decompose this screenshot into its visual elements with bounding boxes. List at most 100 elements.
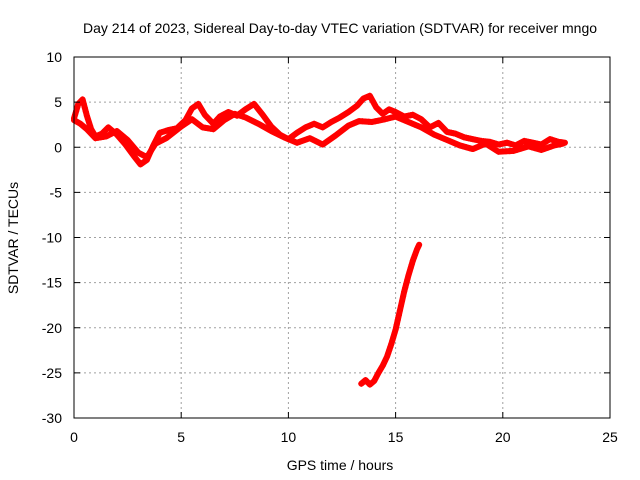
data-point [248, 117, 255, 124]
data-point [388, 340, 395, 347]
chart-title: Day 214 of 2023, Sidereal Day-to-day VTE… [83, 20, 597, 36]
data-point [316, 139, 323, 146]
data-point [447, 138, 454, 145]
data-point [535, 146, 542, 153]
data-point [466, 145, 473, 152]
data-point [384, 115, 391, 122]
data-point [72, 111, 79, 118]
data-point [404, 276, 411, 283]
data-point [293, 139, 300, 146]
data-point [369, 118, 376, 125]
data-point [375, 117, 382, 124]
data-point [332, 132, 339, 139]
data-point [409, 257, 416, 264]
data-point [476, 143, 483, 150]
data-point [389, 114, 396, 121]
data-point [387, 344, 394, 351]
data-point [268, 128, 275, 135]
data-point [157, 137, 164, 144]
data-point [395, 312, 402, 319]
data-point [127, 140, 134, 147]
x-tick-label: 20 [495, 429, 511, 445]
data-point [166, 132, 173, 139]
data-point [170, 129, 177, 136]
data-point [146, 150, 153, 157]
data-point [287, 137, 294, 144]
x-tick-label: 5 [177, 429, 185, 445]
data-point [397, 302, 404, 309]
data-point [479, 141, 486, 148]
data-point [381, 116, 388, 123]
data-point [239, 113, 246, 120]
data-point [132, 146, 139, 153]
data-point [407, 265, 414, 272]
x-tick-label: 10 [281, 429, 297, 445]
data-point [237, 112, 244, 119]
data-point [411, 252, 418, 259]
y-tick-label: -10 [42, 230, 62, 246]
data-point [281, 134, 288, 141]
data-point [342, 125, 349, 132]
data-point [518, 145, 525, 152]
data-point [297, 138, 304, 145]
data-point [394, 317, 401, 324]
data-point [405, 272, 412, 279]
data-point [389, 337, 396, 344]
data-point [261, 124, 268, 131]
data-point [411, 121, 418, 128]
data-point [406, 268, 413, 275]
data-point [431, 131, 438, 138]
data-point [393, 321, 400, 328]
data-point [514, 146, 521, 153]
data-point [396, 307, 403, 314]
data-point [124, 137, 131, 144]
data-point [485, 142, 492, 149]
data-point [313, 138, 320, 145]
data-point [150, 144, 157, 151]
data-point [384, 353, 391, 360]
data-point [492, 146, 499, 153]
data-point [152, 140, 159, 147]
data-point [290, 138, 297, 145]
data-point [440, 135, 447, 142]
data-point [74, 104, 81, 111]
data-point [353, 119, 360, 126]
x-tick-label: 0 [70, 429, 78, 445]
data-point [418, 124, 425, 131]
data-point [84, 116, 91, 123]
y-tick-label: 5 [54, 94, 62, 110]
data-point [391, 330, 398, 337]
data-point [460, 143, 467, 150]
data-point [258, 122, 265, 129]
data-point [463, 144, 470, 151]
data-point [538, 146, 545, 153]
data-point [401, 288, 408, 295]
data-point [541, 145, 548, 152]
data-point [434, 132, 441, 139]
y-tick-label: -5 [50, 184, 63, 200]
data-point [265, 126, 272, 133]
x-axis-label: GPS time / hours [287, 457, 394, 473]
data-point [303, 136, 310, 143]
y-tick-label: 10 [46, 49, 62, 65]
data-point [402, 284, 409, 291]
data-point [322, 139, 329, 146]
data-point [469, 146, 476, 153]
data-point [408, 261, 415, 268]
data-point [525, 143, 532, 150]
data-point [339, 127, 345, 134]
data-point [277, 132, 284, 139]
data-point [510, 147, 517, 154]
data-point [81, 104, 88, 111]
data-point [306, 135, 313, 142]
data-point [403, 280, 410, 287]
y-tick-label: -15 [42, 275, 62, 291]
data-point [329, 134, 336, 141]
data-point [453, 141, 460, 148]
data-point [531, 145, 538, 152]
data-point [456, 142, 463, 149]
data-point [245, 116, 252, 123]
data-point [86, 119, 93, 126]
data-point [83, 112, 90, 119]
